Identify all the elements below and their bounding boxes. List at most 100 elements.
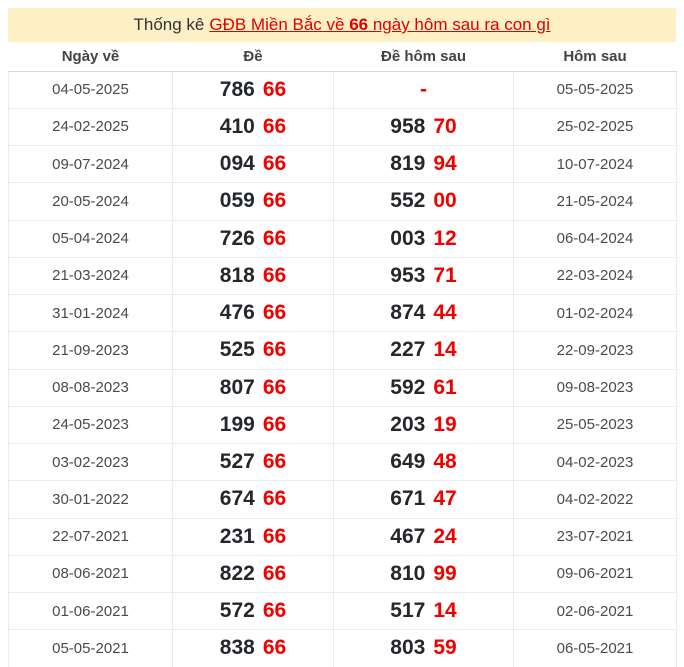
de-number-black: 231	[219, 524, 255, 548]
de-number-red: 66	[262, 114, 287, 138]
date-cell: 08-08-2023	[8, 368, 173, 407]
de-number-black: 726	[219, 226, 255, 250]
de-next-day-cell: 874 44	[333, 293, 514, 333]
de-cell: 674 66	[172, 480, 334, 519]
de-number-red: 66	[262, 189, 287, 213]
de-next-number-black: 803	[390, 636, 426, 660]
de-number-black: 572	[219, 599, 255, 623]
de-next-day-cell: 003 12	[333, 219, 514, 258]
next-date-cell: 25-05-2023	[513, 405, 677, 445]
de-number-red: 66	[262, 301, 287, 325]
next-date-cell: 25-02-2025	[513, 107, 677, 147]
de-number-red: 66	[262, 263, 287, 287]
date-cell: 01-06-2021	[8, 591, 173, 631]
title-link[interactable]: GĐB Miền Bắc về 66 ngày hôm sau ra con g…	[209, 15, 550, 35]
de-cell: 525 66	[172, 331, 334, 370]
de-cell: 572 66	[172, 591, 334, 631]
de-next-number-black: 517	[390, 599, 426, 623]
de-cell: 838 66	[172, 629, 334, 667]
de-next-number-red: 14	[433, 599, 457, 623]
de-number-black: 059	[219, 189, 255, 213]
de-next-day-cell: 467 24	[333, 517, 514, 556]
de-next-day-cell: 953 71	[333, 256, 514, 296]
de-cell: 807 66	[172, 368, 334, 407]
de-next-day-cell: 227 14	[333, 331, 514, 370]
table-row: 22-07-2021 231 66 467 24 23-07-2021	[8, 517, 677, 556]
next-date-cell: 09-06-2021	[513, 554, 677, 594]
de-cell: 786 66	[172, 70, 334, 109]
table-header: Ngày về Đề Đề hôm sau Hôm sau	[8, 42, 677, 72]
table-row: 01-06-2021 572 66 517 14 02-06-2021	[8, 591, 677, 631]
de-next-day-cell: 810 99	[333, 554, 514, 594]
date-cell: 04-05-2025	[8, 70, 173, 109]
de-cell: 199 66	[172, 405, 334, 445]
next-date-cell: 22-03-2024	[513, 256, 677, 296]
de-next-day-cell: -	[333, 70, 514, 109]
de-next-day-cell: 819 94	[333, 144, 514, 184]
de-number-red: 66	[262, 636, 287, 660]
de-number-black: 199	[219, 412, 255, 436]
next-date-cell: 21-05-2024	[513, 182, 677, 221]
de-number-black: 527	[219, 450, 255, 474]
de-next-number-black: 953	[390, 263, 426, 287]
de-next-number-red: 12	[433, 226, 457, 250]
date-cell: 22-07-2021	[8, 517, 173, 556]
title-link-part2: ngày hôm sau ra con gì	[368, 15, 551, 34]
de-next-day-cell: 203 19	[333, 405, 514, 445]
date-cell: 03-02-2023	[8, 442, 173, 482]
de-number-red: 66	[262, 375, 287, 399]
table-row: 08-06-2021 822 66 810 99 09-06-2021	[8, 554, 677, 594]
de-next-number-black: 958	[390, 114, 426, 138]
de-next-number-red: 47	[433, 487, 457, 511]
de-number-red: 66	[262, 412, 287, 436]
next-date-cell: 05-05-2025	[513, 70, 677, 109]
de-number-black: 525	[219, 338, 255, 362]
de-number-black: 476	[219, 301, 255, 325]
next-date-cell: 06-05-2021	[513, 629, 677, 667]
de-cell: 410 66	[172, 107, 334, 147]
de-next-number-black: 592	[390, 375, 426, 399]
de-next-number-red: -	[420, 77, 427, 101]
next-date-cell: 06-04-2024	[513, 219, 677, 258]
date-cell: 24-05-2023	[8, 405, 173, 445]
de-number-red: 66	[262, 77, 287, 101]
de-cell: 822 66	[172, 554, 334, 594]
de-next-number-red: 19	[433, 412, 457, 436]
de-next-number-black: 671	[390, 487, 426, 511]
de-next-number-black: 810	[390, 561, 426, 585]
date-cell: 08-06-2021	[8, 554, 173, 594]
de-next-day-cell: 958 70	[333, 107, 514, 147]
de-number-black: 786	[219, 77, 255, 101]
table-row: 21-09-2023 525 66 227 14 22-09-2023	[8, 331, 677, 370]
de-next-number-red: 24	[433, 524, 457, 548]
de-next-number-black: 203	[390, 412, 426, 436]
date-cell: 21-09-2023	[8, 331, 173, 370]
de-number-red: 66	[262, 524, 287, 548]
de-next-day-cell: 671 47	[333, 480, 514, 519]
next-date-cell: 22-09-2023	[513, 331, 677, 370]
de-number-red: 66	[262, 487, 287, 511]
de-number-black: 838	[219, 636, 255, 660]
de-next-number-black: 874	[390, 301, 426, 325]
de-cell: 231 66	[172, 517, 334, 556]
date-cell: 09-07-2024	[8, 144, 173, 184]
de-next-number-red: 14	[433, 338, 457, 362]
table-body: 04-05-2025 786 66 - 05-05-2025 24-02-2025…	[8, 70, 677, 667]
de-next-day-cell: 592 61	[333, 368, 514, 407]
table-row: 04-05-2025 786 66 - 05-05-2025	[8, 70, 677, 109]
date-cell: 05-05-2021	[8, 629, 173, 667]
next-date-cell: 04-02-2023	[513, 442, 677, 482]
de-next-number-black: 467	[390, 524, 426, 548]
de-number-black: 094	[219, 152, 255, 176]
de-number-red: 66	[262, 152, 287, 176]
de-cell: 726 66	[172, 219, 334, 258]
de-number-red: 66	[262, 226, 287, 250]
table-row: 31-01-2024 476 66 874 44 01-02-2024	[8, 293, 677, 333]
de-next-number-black: 649	[390, 450, 426, 474]
de-next-number-red: 99	[433, 561, 457, 585]
de-cell: 527 66	[172, 442, 334, 482]
de-next-number-red: 48	[433, 450, 457, 474]
de-next-number-black: 003	[390, 226, 426, 250]
header-de-next-day: Đề hôm sau	[333, 42, 514, 72]
next-date-cell: 04-02-2022	[513, 480, 677, 519]
